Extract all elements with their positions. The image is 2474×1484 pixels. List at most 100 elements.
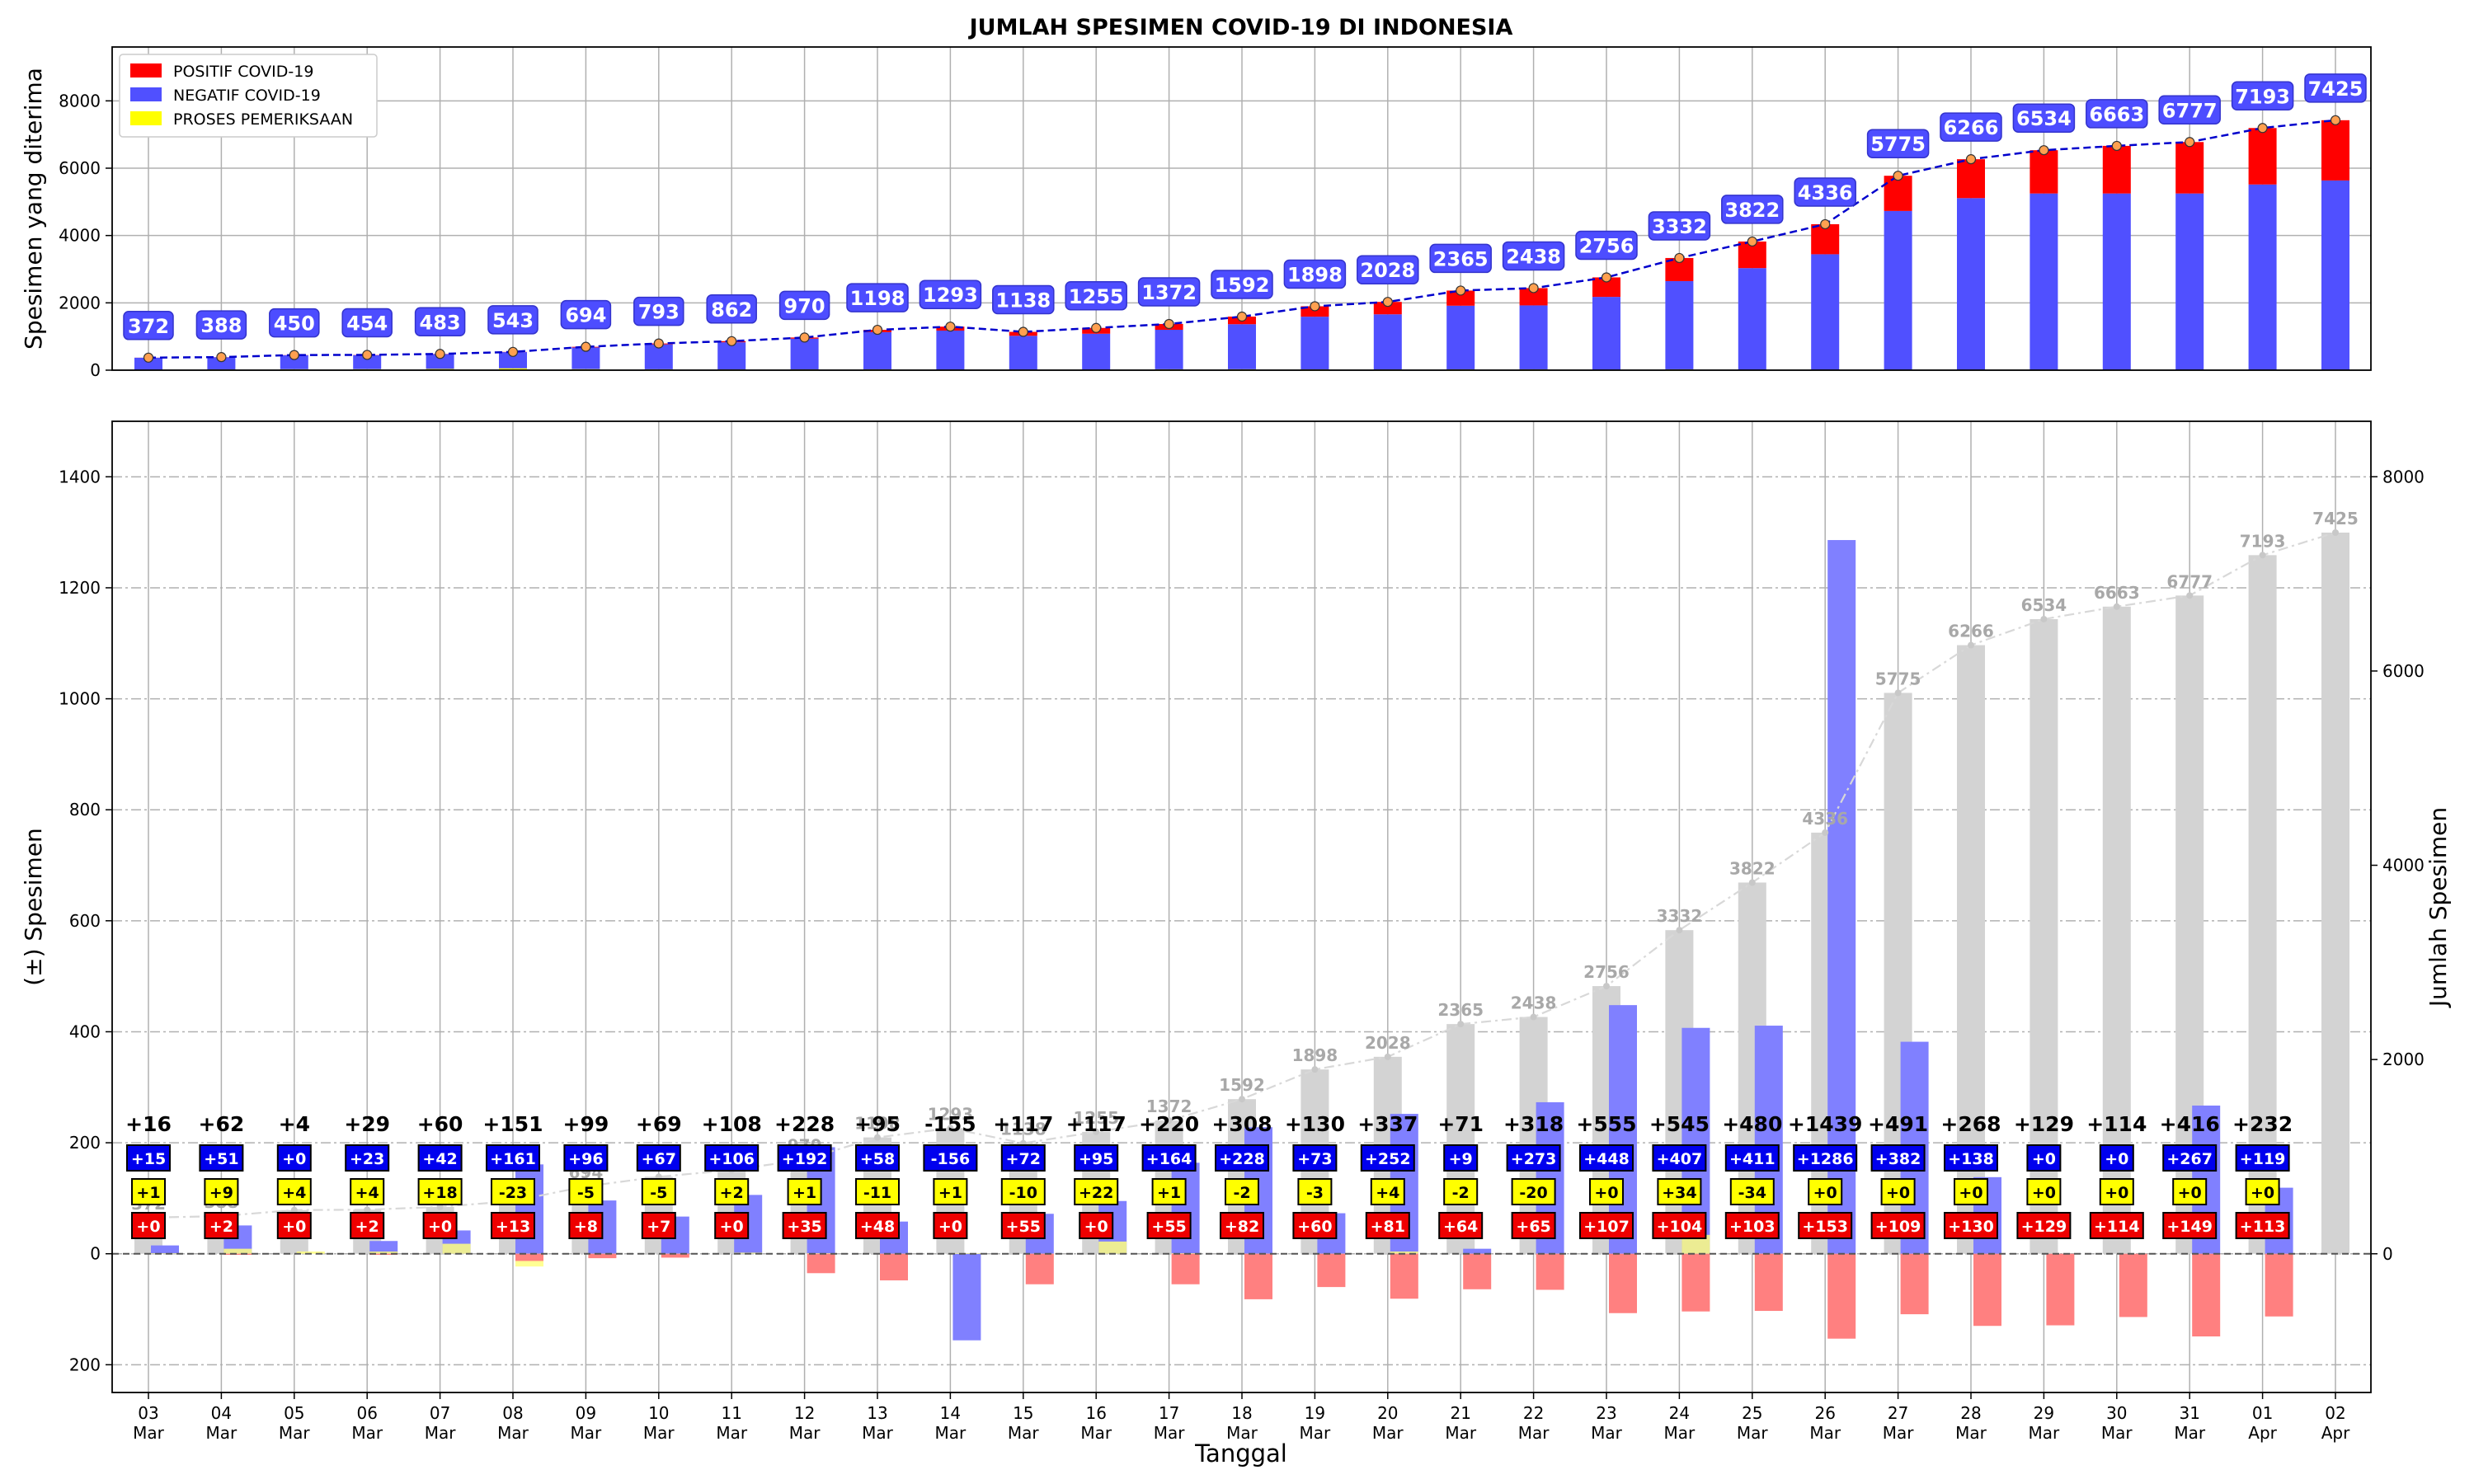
bottom-daily-change-label: +480 <box>1722 1112 1782 1136</box>
bottom-daily-change-label: +416 <box>2160 1112 2220 1136</box>
bottom-positif-change-label-box <box>1798 1212 1853 1239</box>
top-total-point <box>2330 115 2341 125</box>
bottom-total-label: 3822 <box>1729 858 1776 878</box>
bottom-total-point <box>1165 1117 1173 1125</box>
bottom-daily-change-label: +99 <box>563 1112 609 1136</box>
bottom-x-tick-label-line: 26 <box>1814 1403 1835 1423</box>
bottom-positif-change-label-box <box>2016 1212 2072 1239</box>
bottom-bar-positif-change <box>1463 1253 1492 1289</box>
bottom-total-label: 2438 <box>1511 993 1557 1013</box>
top-bar-negatif-covid-19 <box>1738 268 1766 370</box>
bottom-bar-positif-change <box>1244 1253 1272 1299</box>
top-bar-negatif-covid-19 <box>644 344 673 369</box>
bottom-positif-change-label-box <box>714 1212 750 1239</box>
bottom-daily-change-label: +95 <box>854 1112 901 1136</box>
top-bar-negatif-covid-19 <box>863 331 891 369</box>
bottom-negatif-change-label: +0 <box>2105 1150 2128 1168</box>
bottom-negatif-change-label-box <box>1292 1144 1338 1172</box>
bottom-positif-change-label: +65 <box>1516 1218 1550 1236</box>
bottom-proses-change-label: +0 <box>2251 1184 2274 1202</box>
bottom-total-point <box>947 1125 954 1132</box>
bottom-bar-positif-change <box>515 1253 543 1261</box>
bottom-proses-change-label: +1 <box>938 1184 962 1202</box>
bottom-daily-change-label: +16 <box>125 1112 172 1136</box>
bottom-total-label: 1255 <box>1073 1108 1119 1128</box>
bottom-x-tick-label-line: Mar <box>789 1423 821 1443</box>
bottom-negatif-change-label: +106 <box>708 1150 755 1168</box>
bottom-y-tick-label: 0 <box>90 1244 101 1264</box>
top-bar-negatif-covid-19 <box>1446 305 1475 369</box>
bottom-x-tick-label-line: 06 <box>356 1403 377 1423</box>
bottom-proses-change-label-box <box>787 1178 822 1205</box>
bottom-x-tick-label-line: Mar <box>1883 1423 1915 1443</box>
top-total-label-box <box>1794 177 1856 207</box>
bottom-x-tick-label-line: Mar <box>935 1423 967 1443</box>
bottom-positif-change-label-box <box>2089 1212 2144 1239</box>
bottom-proses-change-label: -11 <box>863 1184 891 1202</box>
bottom-proses-change-label-box <box>2172 1178 2208 1205</box>
bottom-negatif-change-label: +1286 <box>1797 1150 1854 1168</box>
top-total-label-box <box>1065 281 1127 311</box>
bottom-positif-change-label: +7 <box>647 1218 670 1236</box>
bottom-x-tick-label-line: 24 <box>1669 1403 1690 1423</box>
bottom-daily-change-label: +491 <box>1868 1112 1928 1136</box>
bottom-proses-change-label-box <box>1511 1178 1556 1205</box>
bottom-negatif-change-label: +95 <box>1079 1150 1113 1168</box>
bottom-bar-proses-change <box>369 1252 398 1254</box>
bottom-x-tick-label: 01 Apr <box>2248 1403 2277 1443</box>
bottom-x-tick-label-line: 29 <box>2034 1403 2054 1423</box>
bottom-negatif-change-label-box <box>1215 1144 1269 1172</box>
top-bar-positif-covid-19 <box>1592 277 1620 298</box>
bottom-proses-change-label-box <box>1729 1178 1775 1205</box>
bottom-total-label: 1898 <box>1292 1045 1338 1065</box>
top-bar-negatif-covid-19 <box>280 355 308 369</box>
bottom-x-tick-label-line: 17 <box>1159 1403 1179 1423</box>
top-total-label: 6777 <box>2162 99 2218 122</box>
bottom-negatif-change-label: +161 <box>490 1150 536 1168</box>
bottom-proses-change-label-box <box>204 1178 239 1205</box>
bottom-x-tick-label-line: Mar <box>206 1423 238 1443</box>
bottom-x-tick-label-line: Mar <box>716 1423 748 1443</box>
bottom-daily-change-label: +1439 <box>1788 1112 1863 1136</box>
bottom-positif-change-label: +149 <box>2166 1218 2213 1236</box>
top-bar-negatif-covid-19 <box>1519 305 1548 369</box>
top-bar-positif-covid-19 <box>2102 145 2131 194</box>
bottom-positif-change-label: +81 <box>1371 1218 1405 1236</box>
top-total-label-box <box>2012 103 2076 133</box>
bottom-x-tick-label-line: Mar <box>1226 1423 1258 1443</box>
top-bar-negatif-covid-19 <box>1592 297 1620 370</box>
bottom-positif-change-label: +109 <box>1875 1218 1921 1236</box>
top-total-point <box>1601 272 1612 283</box>
bottom-x-tick-label-line: Mar <box>862 1423 894 1443</box>
top-total-label: 694 <box>565 304 606 327</box>
top-total-label-box <box>560 299 612 330</box>
top-total-point <box>1382 297 1393 308</box>
bottom-negatif-change-label-box <box>2235 1144 2290 1172</box>
bottom-proses-change-label-box <box>2245 1178 2280 1205</box>
bottom-negatif-change-label-box <box>2026 1144 2062 1172</box>
top-y-tick-label: 6000 <box>59 158 101 178</box>
bottom-proses-change-label: -2 <box>1233 1184 1250 1202</box>
top-total-label-box <box>992 284 1055 315</box>
bottom-bar-proses-change <box>1390 1252 1418 1254</box>
top-total-point <box>1965 154 1977 165</box>
top-total-label: 2028 <box>1360 259 1415 282</box>
bottom-negatif-change-label-box <box>1074 1144 1119 1172</box>
bottom-proses-change-label: +2 <box>720 1184 744 1202</box>
bottom-x-tick-label-line: 20 <box>1377 1403 1398 1423</box>
top-total-label-box <box>778 290 830 321</box>
bottom-x-tick-label: 06 Mar <box>351 1403 383 1443</box>
bottom-total-point <box>2040 615 2048 622</box>
bottom-daily-change-label: +117 <box>1066 1112 1126 1136</box>
bottom-daily-change-label: +62 <box>199 1112 245 1136</box>
bottom-x-tick-label: 08 Mar <box>497 1403 529 1443</box>
bottom-total-point <box>874 1134 881 1141</box>
bottom-x-tick-label: 17 Mar <box>1154 1403 1186 1443</box>
bottom-daily-change-label: +4 <box>279 1112 310 1136</box>
top-bar-negatif-covid-19 <box>790 338 819 370</box>
bottom-x-tick-label-line: Mar <box>279 1423 311 1443</box>
top-y-tick-label: 0 <box>90 360 101 380</box>
top-total-label: 7425 <box>2308 77 2363 101</box>
bottom-negatif-change-label-box <box>1141 1144 1197 1172</box>
bottom-daily-change-label: +318 <box>1503 1112 1564 1136</box>
